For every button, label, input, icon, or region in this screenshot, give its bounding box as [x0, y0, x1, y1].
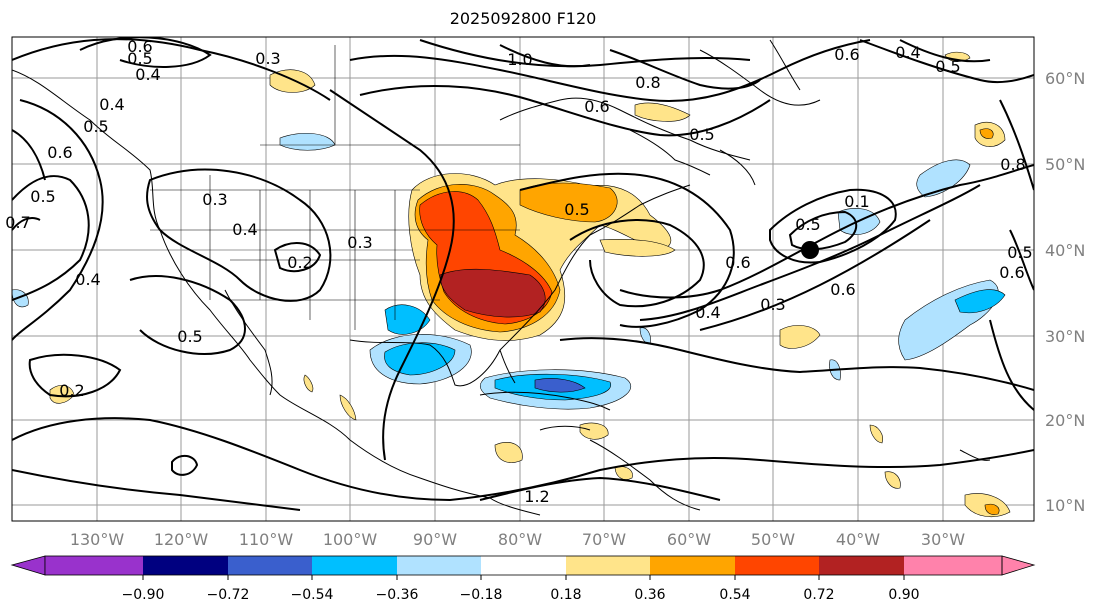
contour-label: 0.6	[127, 37, 152, 56]
map-frame	[11, 36, 1035, 522]
contour-label: 0.5	[30, 187, 55, 206]
colorbar-segment	[481, 556, 566, 575]
lon-tick-label: 30°W	[921, 530, 965, 549]
colorbar-tick-label: 0.72	[803, 587, 834, 603]
lat-tick-label: 20°N	[1045, 411, 1085, 430]
lon-tick-label: 110°W	[239, 530, 294, 549]
lat-tick-label: 10°N	[1045, 496, 1085, 515]
colorbar-segment	[45, 556, 143, 575]
colorbar-tick-label: 0.90	[888, 587, 919, 603]
contour-lines	[12, 37, 1034, 511]
lat-tick-label: 60°N	[1045, 69, 1085, 88]
contour-label: 0.3	[347, 233, 372, 252]
contour-label: 0.4	[895, 43, 920, 62]
colorbar-tick-label: −0.18	[460, 587, 503, 603]
contour-label: 0.8	[1000, 155, 1025, 174]
colorbar-segment	[566, 556, 650, 575]
contour-label: 0.5	[83, 117, 108, 136]
contour-label: 1.2	[524, 487, 549, 506]
contour-label: 0.5	[689, 125, 714, 144]
contour-label: 0.3	[760, 295, 785, 314]
lon-tick-label: 120°W	[154, 530, 209, 549]
contour-labels: 0.60.50.40.30.40.50.60.70.30.40.20.30.50…	[5, 37, 1032, 506]
contour-label: 0.2	[287, 253, 312, 272]
colorbar-tick-label: −0.72	[207, 587, 250, 603]
colorbar-segment	[10, 555, 46, 576]
contour-label: 0.6	[47, 143, 72, 162]
colorbar-tick-label: 0.36	[634, 587, 665, 603]
colorbar-segment	[312, 556, 397, 575]
colorbar-tick-label: 0.54	[719, 587, 750, 603]
contour-label: 0.5	[564, 200, 589, 219]
contour-label: 0.1	[844, 192, 869, 211]
contour-label: 0.4	[135, 65, 160, 84]
colorbar-segment	[397, 556, 481, 575]
colorbar-segment	[819, 556, 904, 575]
longitude-tick-labels: 130°W 120°W 110°W 100°W 90°W 80°W 70°W 60°W 50°W…	[70, 530, 965, 549]
lon-tick-label: 70°W	[582, 530, 626, 549]
contour-label: 0.8	[635, 73, 660, 92]
contour-label: 0.2	[59, 381, 84, 400]
lon-tick-label: 100°W	[323, 530, 378, 549]
lon-tick-label: 90°W	[413, 530, 457, 549]
contour-label: 0.5	[127, 49, 152, 68]
contour-label: 0.5	[1007, 243, 1032, 262]
colorbar	[10, 555, 1036, 576]
colorbar-tick-label: −0.36	[376, 587, 419, 603]
contour-label: 0.5	[177, 327, 202, 346]
lon-tick-label: 40°W	[836, 530, 880, 549]
contour-label: 1.0	[507, 50, 532, 69]
contour-label: 0.6	[834, 45, 859, 64]
contour-label: 0.6	[999, 263, 1024, 282]
contour-label: 0.3	[202, 190, 227, 209]
colorbar-tick-labels: −0.90 −0.72 −0.54 −0.36 −0.18 0.18 0.36 0.54 0.7…	[122, 575, 920, 603]
latitude-tick-labels: 60°N 50°N 40°N 30°N 20°N 10°N	[1045, 69, 1085, 515]
colorbar-tick-label: −0.54	[291, 587, 334, 603]
lon-tick-label: 80°W	[498, 530, 542, 549]
contour-label: 0.5	[795, 215, 820, 234]
colorbar-segment	[228, 556, 312, 575]
contour-label: 0.7	[5, 213, 30, 232]
contour-label: 0.4	[99, 95, 124, 114]
lat-tick-label: 40°N	[1045, 241, 1085, 260]
lon-tick-label: 50°W	[751, 530, 795, 549]
contour-label: 0.5	[935, 57, 960, 76]
colorbar-segment	[143, 556, 228, 575]
lat-tick-label: 30°N	[1045, 327, 1085, 346]
contour-label: 0.4	[695, 303, 720, 322]
lat-tick-label: 50°N	[1045, 155, 1085, 174]
colorbar-outline	[44, 555, 1003, 576]
colorbar-tick-label: 0.18	[550, 587, 581, 603]
lon-tick-label: 130°W	[70, 530, 125, 549]
contour-label: 0.3	[255, 49, 280, 68]
contour-label: 0.6	[830, 280, 855, 299]
colorbar-tick-label: −0.90	[122, 587, 165, 603]
colorbar-segment	[904, 556, 1002, 575]
contour-label: 0.4	[232, 220, 257, 239]
contour-label: 0.6	[584, 97, 609, 116]
colorbar-segment	[1001, 555, 1036, 576]
map-title: 2025092800 F120	[449, 9, 597, 28]
contour-label: 0.6	[725, 253, 750, 272]
contour-label: 0.4	[75, 270, 100, 289]
lon-tick-label: 60°W	[667, 530, 711, 549]
storm-center-dot	[801, 241, 819, 259]
colorbar-segment	[735, 556, 819, 575]
colorbar-segment	[650, 556, 735, 575]
